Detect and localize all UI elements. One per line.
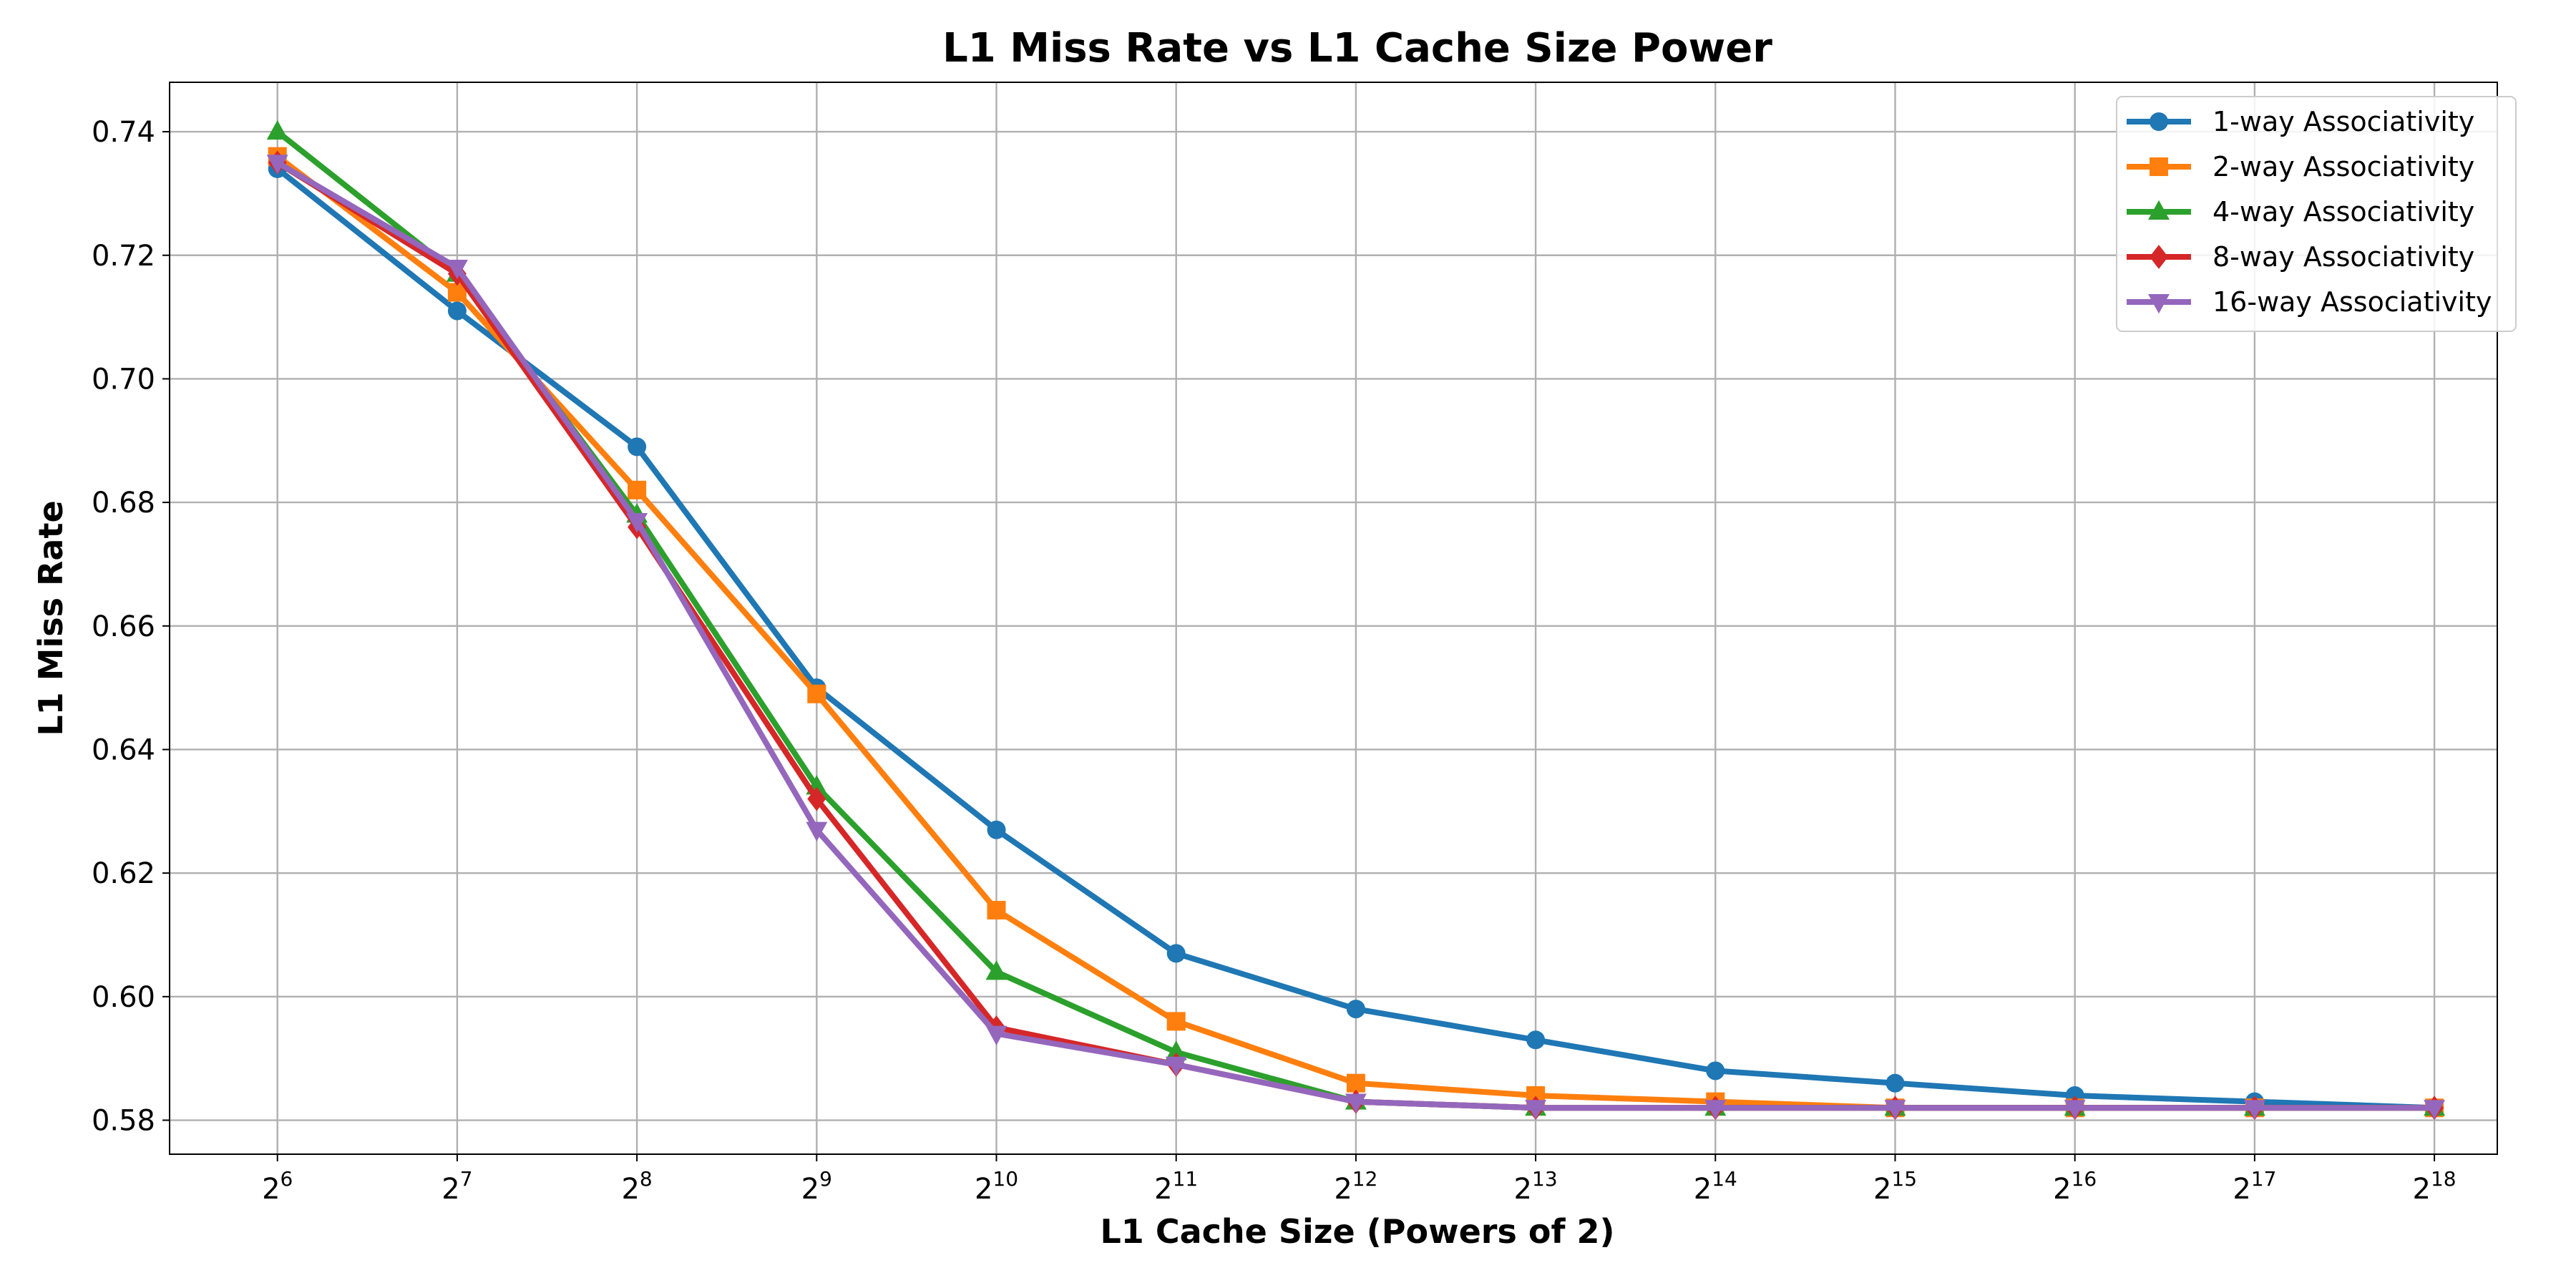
y-tick-label: 0.58 — [92, 1105, 155, 1138]
data-point — [266, 119, 288, 140]
data-point — [2424, 1100, 2446, 1120]
legend-item: 16-way Associativity — [2127, 286, 2492, 318]
legend-swatch-marker — [2148, 293, 2170, 314]
series-layer — [266, 119, 2446, 1121]
data-point — [1526, 1030, 1546, 1050]
y-tick-label: 0.64 — [92, 733, 155, 766]
x-tick-label: 215 — [1873, 1167, 1917, 1206]
data-point — [626, 512, 648, 533]
legend-item: 4-way Associativity — [2127, 196, 2474, 228]
x-tick-label: 213 — [1514, 1167, 1558, 1206]
data-point — [985, 1025, 1008, 1045]
data-point — [1166, 1012, 1186, 1031]
legend-label: 8-way Associativity — [2212, 241, 2474, 273]
y-tick-label: 0.62 — [92, 857, 155, 890]
y-tick-label: 0.72 — [92, 240, 155, 273]
legend-items: 1-way Associativity 2-way Associativity 4-… — [2127, 106, 2492, 318]
legend-label: 1-way Associativity — [2212, 106, 2474, 137]
x-tick-label: 212 — [1334, 1167, 1377, 1206]
x-tick-label: 218 — [2413, 1167, 2457, 1206]
data-point — [1704, 1100, 1727, 1120]
x-axis-ticks: 26 27 28 29 210 211 212 213 214 215 216 217 218 — [262, 1154, 2457, 1206]
data-point — [628, 437, 647, 457]
legend-box — [2116, 96, 2517, 332]
x-axis-label: L1 Cache Size (Powers of 2) — [1100, 1212, 1614, 1251]
x-tick-label: 26 — [262, 1167, 293, 1206]
x-tick-label: 29 — [801, 1167, 832, 1206]
data-point — [807, 684, 826, 703]
data-point — [1525, 1100, 1547, 1120]
y-tick-label: 0.66 — [92, 610, 155, 643]
legend-label: 4-way Associativity — [2212, 196, 2474, 228]
legend-label: 2-way Associativity — [2212, 151, 2474, 182]
y-tick-label: 0.70 — [92, 363, 155, 396]
y-axis-label: L1 Miss Rate — [31, 500, 70, 736]
data-point — [1346, 1073, 1365, 1093]
legend-swatch-marker — [2150, 157, 2168, 176]
y-axis-ticks: 0.58 0.60 0.62 0.64 0.66 0.68 0.70 0.72 0.74 — [92, 116, 170, 1138]
data-point — [1166, 944, 1186, 963]
legend-item: 1-way Associativity — [2127, 106, 2474, 137]
legend-item: 2-way Associativity — [2127, 151, 2474, 182]
plot-frame — [169, 82, 2498, 1155]
data-point — [807, 786, 826, 811]
legend-swatch-marker — [2150, 245, 2168, 269]
x-tick-label: 210 — [975, 1167, 1018, 1206]
data-point — [985, 960, 1008, 980]
plot-area — [169, 82, 2498, 1155]
legend: 1-way Associativity 2-way Associativity 4-… — [2116, 96, 2517, 332]
data-point — [1346, 1000, 1365, 1019]
x-tick-label: 216 — [2053, 1167, 2097, 1206]
data-point — [1885, 1073, 1905, 1093]
data-point — [1884, 1100, 1906, 1120]
legend-swatch-marker — [2148, 200, 2170, 220]
data-point — [1706, 1061, 1725, 1080]
data-point — [1165, 1056, 1187, 1077]
x-tick-label: 211 — [1154, 1167, 1198, 1206]
y-tick-label: 0.60 — [92, 981, 155, 1014]
x-tick-label: 217 — [2233, 1167, 2276, 1206]
legend-swatch-marker — [2150, 112, 2168, 131]
x-tick-label: 28 — [621, 1167, 652, 1206]
data-point — [446, 259, 468, 280]
data-point — [1345, 1093, 1367, 1113]
data-point — [266, 155, 288, 175]
x-tick-label: 27 — [441, 1167, 472, 1206]
data-point — [447, 301, 467, 321]
series-5 — [266, 155, 2446, 1120]
legend-label: 16-way Associativity — [2212, 286, 2492, 318]
y-tick-label: 0.74 — [92, 116, 155, 149]
data-point — [1165, 1040, 1187, 1060]
data-point — [2243, 1100, 2265, 1120]
chart-title: L1 Miss Rate vs L1 Cache Size Power — [942, 25, 1772, 72]
legend-item: 8-way Associativity — [2127, 241, 2474, 273]
data-point — [806, 821, 828, 841]
x-tick-label: 214 — [1694, 1167, 1737, 1206]
y-tick-label: 0.68 — [92, 487, 155, 519]
data-point — [987, 820, 1006, 839]
grid — [170, 82, 2497, 1154]
data-point — [628, 480, 647, 499]
data-point — [987, 900, 1006, 919]
data-point — [2064, 1100, 2086, 1120]
